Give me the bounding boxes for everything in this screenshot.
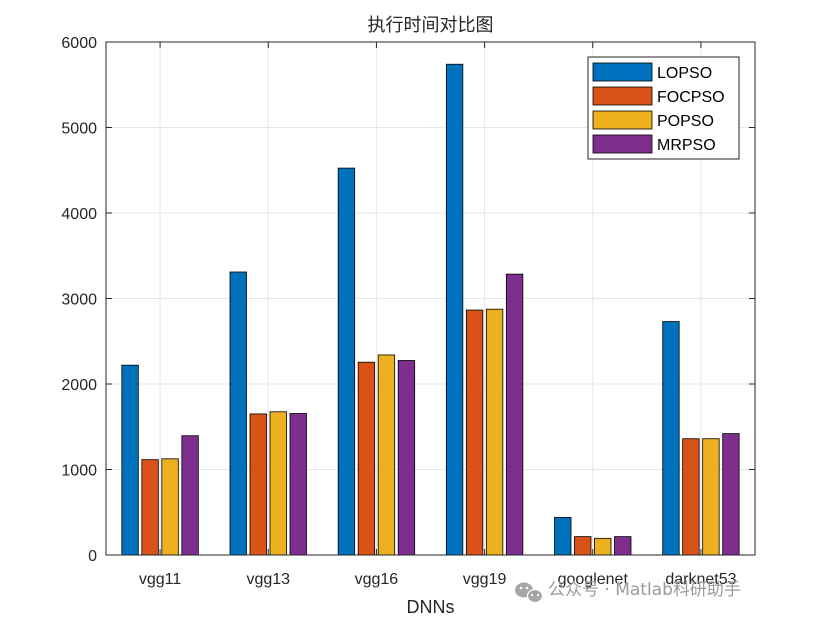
y-tick-label: 1000 [61,463,97,480]
bar-mrpso-googlenet [614,536,632,556]
bar-popso-googlenet [594,537,612,556]
bar-lopso-vgg16 [337,167,356,556]
bar-lopso-vgg19 [445,63,464,556]
bar-focpso-darknet53 [682,438,700,556]
bar-popso-vgg11 [161,458,179,556]
y-tick-label: 5000 [61,121,97,138]
x-tick-label-darknet53: darknet53 [665,571,736,588]
watermark-text: 公众号 · Matlab科研助手 [548,580,741,600]
wechat-icon [515,582,544,604]
bar-mrpso-vgg16 [397,360,416,556]
bar-focpso-vgg16 [357,361,376,556]
axis-ticks: 0 1000 2000 3000 4000 5000 6000 vgg11 vgg13 vgg16… [61,35,755,588]
bar-popso-darknet53 [702,438,720,556]
bar-popso-vgg19 [485,308,504,556]
legend-label-focpso: FOCPSO [657,89,725,106]
bar-mrpso-vgg19 [505,273,524,556]
legend-swatch-focpso [592,86,653,106]
bar-lopso-googlenet [554,516,572,556]
legend-swatch-popso [592,110,653,130]
legend-swatch-mrpso [592,134,653,154]
x-tick-label-vgg16: vgg16 [355,571,399,588]
bar-lopso-vgg11 [121,364,139,556]
y-tick-label: 0 [88,548,97,565]
bar-popso-vgg13 [269,411,287,556]
bar-focpso-vgg13 [249,413,267,556]
y-tick-label: 3000 [61,292,97,309]
bars [121,63,740,556]
bar-focpso-vgg11 [141,459,159,556]
bar-mrpso-vgg11 [181,435,199,556]
bar-focpso-googlenet [574,536,592,556]
bar-mrpso-vgg13 [289,413,307,556]
x-tick-label-vgg11: vgg11 [139,571,182,588]
bar-lopso-vgg13 [229,271,247,556]
y-tick-label: 2000 [61,377,97,394]
legend-label-mrpso: MRPSO [657,137,716,154]
legend-label-lopso: LOPSO [657,65,712,82]
x-tick-label-vgg19: vgg19 [463,571,507,588]
x-axis-label: DNNs [407,597,455,617]
legend-label-popso: POPSO [657,113,714,130]
watermark: 公众号 · Matlab科研助手 [515,580,741,604]
x-tick-label-vgg13: vgg13 [246,571,290,588]
bar-popso-vgg16 [377,354,396,556]
y-tick-label: 6000 [61,35,97,52]
bar-mrpso-darknet53 [722,433,740,556]
legend-swatch-lopso [592,62,653,82]
bar-lopso-darknet53 [662,321,680,556]
x-tick-label-googlenet: googlenet [558,571,629,588]
legend: LOPSO FOCPSO POPSO MRPSO [587,56,740,160]
chart-title: 执行时间对比图 [368,15,494,36]
bar-focpso-vgg19 [465,309,484,556]
y-tick-label: 4000 [61,206,97,223]
